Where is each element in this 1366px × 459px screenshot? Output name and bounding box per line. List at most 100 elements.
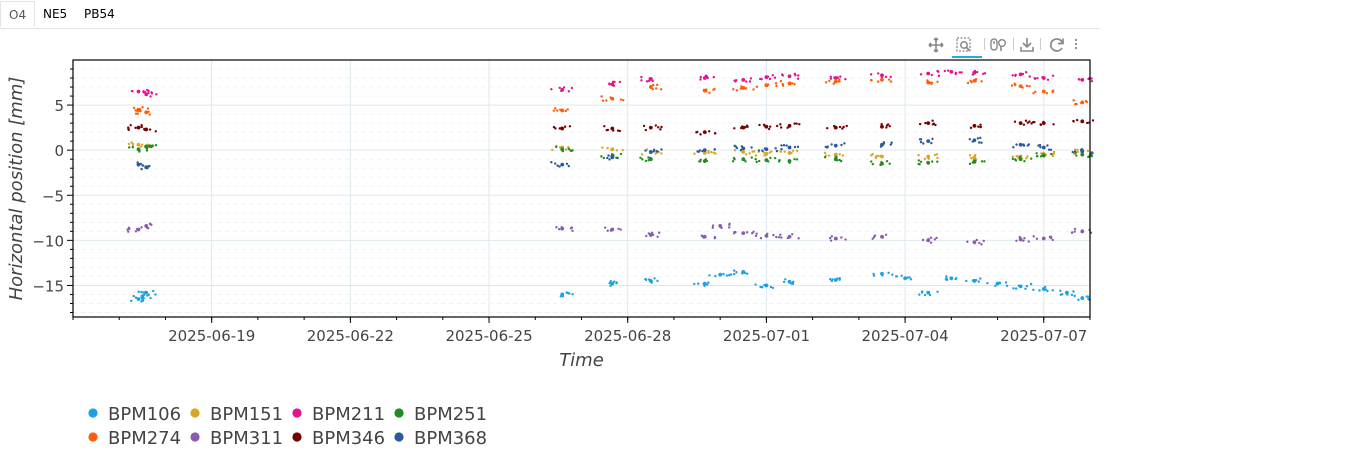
data-point-sample (929, 241, 933, 244)
data-point-sample (827, 154, 831, 157)
data-point-sample (782, 144, 786, 147)
data-point-sample (763, 124, 766, 127)
data-point-sample (946, 69, 950, 72)
data-point-sample (839, 75, 842, 78)
data-point-sample (755, 232, 758, 235)
data-point-sample (660, 152, 663, 155)
data-point-sample (650, 231, 654, 235)
data-point-sample (769, 285, 773, 289)
data-point-sample (919, 140, 923, 144)
data-point-sample (880, 123, 883, 126)
data-point-sample (703, 284, 706, 288)
more-tools[interactable] (1070, 34, 1082, 56)
data-point-sample (149, 296, 152, 300)
legend-item-bpm346[interactable]: BPM346 (292, 428, 385, 449)
data-point-sample (1073, 230, 1076, 233)
data-point-sample (782, 280, 786, 284)
data-point-sample (147, 91, 150, 95)
data-point-sample (602, 156, 605, 160)
data-point-sample (876, 154, 880, 158)
data-point-sample (900, 274, 903, 277)
data-point-sample (615, 149, 618, 152)
data-point-sample (1012, 146, 1015, 149)
box-zoom-tool[interactable] (952, 34, 982, 58)
data-point-sample (1026, 155, 1029, 158)
data-point-sample (739, 126, 743, 130)
data-point-sample (143, 90, 147, 94)
data-point-sample (554, 127, 557, 130)
save-tool[interactable] (1015, 34, 1039, 56)
data-point-sample (824, 145, 827, 149)
data-point (787, 150, 792, 155)
data-point-sample (930, 73, 933, 77)
data-point-sample (608, 158, 611, 161)
tab-pb54[interactable]: PB54 (84, 7, 115, 21)
data-point-sample (751, 150, 754, 153)
legend-item-bpm251[interactable]: BPM251 (394, 404, 487, 425)
data-point-sample (550, 87, 553, 91)
data-point-sample (762, 151, 765, 154)
box-zoom-icon (956, 37, 971, 52)
reset-tool[interactable] (1045, 34, 1069, 56)
data-point-sample (1021, 86, 1024, 89)
data-point (702, 150, 707, 155)
data-point-sample (560, 89, 563, 93)
pan-tool[interactable] (924, 34, 948, 56)
data-point-sample (933, 153, 937, 157)
data-point-sample (733, 149, 737, 152)
data-point-sample (980, 160, 984, 163)
data-point-sample (759, 236, 763, 240)
data-point-sample (641, 158, 644, 161)
legend-item-bpm368[interactable]: BPM368 (394, 428, 487, 449)
data-point-sample (748, 152, 751, 155)
data-point-sample (134, 296, 138, 299)
data-point-sample (693, 282, 696, 286)
legend-item-bpm211[interactable]: BPM211 (292, 404, 385, 425)
data-point-sample (725, 274, 729, 277)
data-point-sample (135, 227, 139, 231)
data-point-sample (1012, 287, 1015, 290)
data-point-sample (824, 81, 828, 84)
legend-item-bpm311[interactable]: BPM311 (190, 428, 283, 449)
data-point-sample (929, 81, 932, 85)
data-point-sample (1005, 284, 1009, 287)
data-point-sample (735, 146, 739, 150)
data-point-sample (1024, 287, 1027, 290)
tab-ne5[interactable]: NE5 (43, 7, 68, 21)
data-point-sample (558, 127, 561, 130)
data-point-sample (146, 294, 149, 297)
tab-bar: O4 NE5 PB54 (0, 0, 1100, 29)
data-point (1080, 119, 1085, 124)
data-point-sample (752, 88, 755, 91)
data-point-sample (554, 145, 558, 149)
data-point-sample (968, 137, 972, 141)
data-point-sample (793, 83, 796, 86)
data-point-sample (760, 77, 763, 81)
legend-item-bpm274[interactable]: BPM274 (88, 428, 181, 449)
data-point (610, 281, 615, 286)
data-point-sample (607, 154, 610, 157)
data-point-sample (1051, 74, 1055, 78)
data-point-sample (660, 148, 663, 151)
legend-item-bpm106[interactable]: BPM106 (88, 404, 181, 425)
data-point-sample (795, 149, 799, 153)
wheel-zoom-tool[interactable] (986, 34, 1008, 56)
data-point-sample (655, 150, 658, 153)
data-point-sample (1025, 157, 1028, 160)
legend-label: BPM274 (108, 428, 181, 449)
data-point-sample (1080, 101, 1083, 105)
legend-item-bpm151[interactable]: BPM151 (190, 404, 283, 425)
data-point (764, 151, 769, 156)
data-point-sample (1071, 150, 1074, 154)
data-point-sample (647, 232, 650, 235)
tab-o4[interactable]: O4 (0, 1, 36, 27)
data-point-sample (606, 128, 610, 132)
data-point-sample (606, 156, 609, 160)
data-point-sample (644, 149, 647, 152)
data-point-sample (793, 157, 796, 161)
data-point-sample (791, 233, 794, 236)
data-point-sample (134, 126, 137, 130)
data-point-sample (842, 125, 845, 129)
data-point-sample (775, 149, 779, 153)
